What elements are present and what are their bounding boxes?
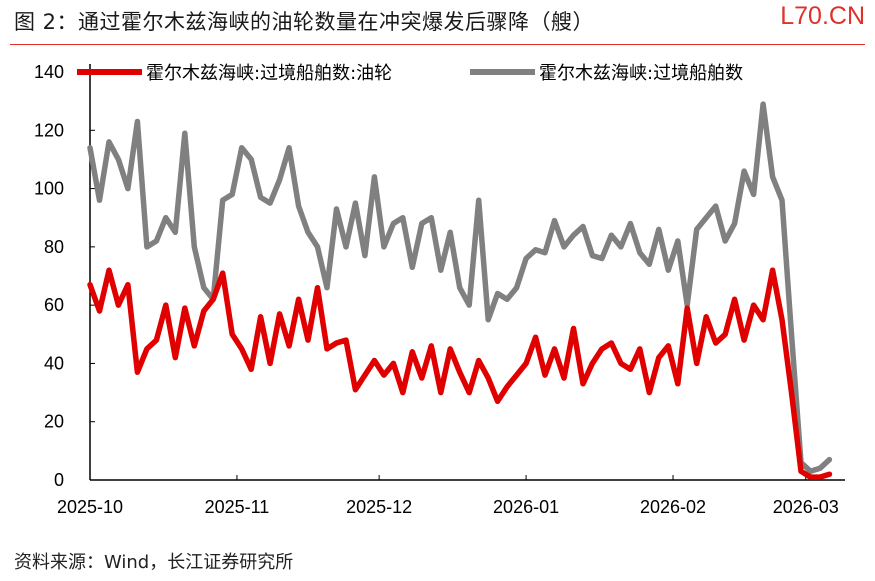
series-line-tankers bbox=[87, 267, 833, 480]
axes: 0 20 40 60 80 100 120 140 2025-10 2025-11 2025-12 2… bbox=[34, 62, 845, 517]
y-tick-label: 20 bbox=[44, 412, 64, 432]
legend: 霍尔木兹海峡:过境船舶数:油轮 霍尔木兹海峡:过境船舶数 bbox=[77, 63, 743, 84]
y-tick-label: 60 bbox=[44, 295, 64, 315]
title-divider bbox=[10, 44, 865, 45]
source-note: 资料来源：Wind，长江证券研究所 bbox=[14, 552, 294, 573]
x-tick-label: 2025-11 bbox=[205, 497, 270, 517]
x-tick-label: 2025-12 bbox=[346, 497, 412, 517]
line-chart: 0 20 40 60 80 100 120 140 2025-10 2025-11 2025-12 2… bbox=[34, 62, 845, 517]
x-tick-label: 2026-03 bbox=[773, 497, 839, 517]
chart-title: 图 2：通过霍尔木兹海峡的油轮数量在冲突爆发后骤降（艘） bbox=[14, 10, 595, 34]
legend-label-all-ships: 霍尔木兹海峡:过境船舶数 bbox=[539, 63, 743, 84]
y-tick-label: 0 bbox=[54, 470, 64, 490]
x-tick-label: 2026-01 bbox=[493, 497, 559, 517]
y-tick-label: 120 bbox=[34, 120, 64, 140]
x-tick-label: 2025-10 bbox=[57, 497, 123, 517]
y-tick-label: 40 bbox=[44, 353, 64, 373]
watermark: L70.CN bbox=[780, 2, 865, 30]
y-tick-label: 80 bbox=[44, 237, 64, 257]
legend-label-tankers: 霍尔木兹海峡:过境船舶数:油轮 bbox=[146, 63, 392, 84]
series-lines bbox=[87, 101, 833, 480]
series-line-all-ships bbox=[87, 101, 833, 475]
y-tick-label: 140 bbox=[34, 62, 64, 82]
x-tick-label: 2026-02 bbox=[640, 497, 706, 517]
y-tick-label: 100 bbox=[34, 179, 64, 199]
